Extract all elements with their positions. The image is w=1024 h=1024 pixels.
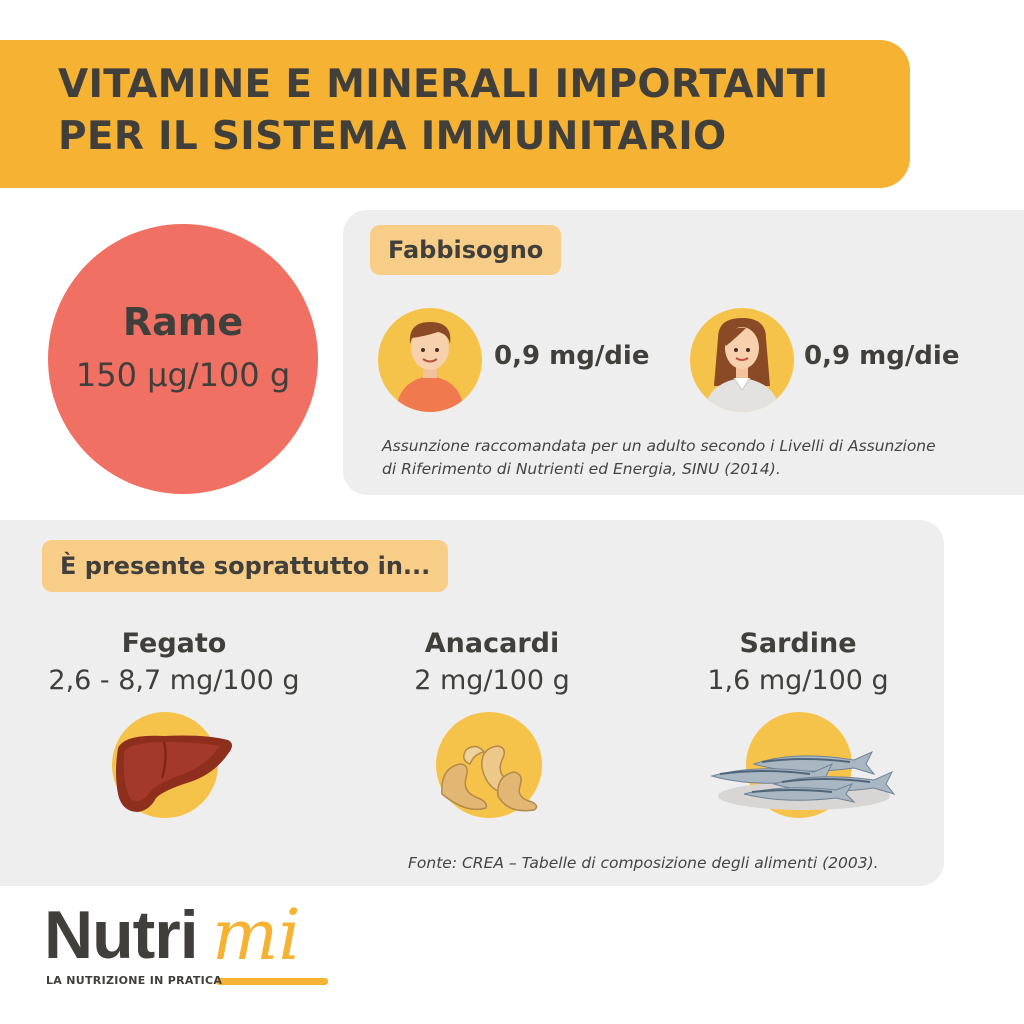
food-value: 2,6 - 8,7 mg/100 g: [48, 665, 300, 696]
sources-heading: È presente soprattutto in...: [42, 540, 449, 592]
logo-tagline: LA NUTRIZIONE IN PRATICA: [46, 974, 223, 987]
food-value: 2 mg/100 g: [414, 665, 570, 696]
liver-icon: [116, 735, 232, 812]
man-avatar-icon: [378, 308, 482, 412]
food-item: Sardine 1,6 mg/100 g: [648, 628, 948, 696]
food-item: Anacardi 2 mg/100 g: [342, 628, 642, 696]
page-title-line-2: PER IL SISTEMA IMMUNITARIO: [58, 114, 727, 159]
sardine-icon: [710, 750, 896, 810]
food-name: Sardine: [739, 628, 857, 659]
logo-brand: Nutri: [44, 897, 199, 973]
source-note: Fonte: CREA – Tabelle di composizione de…: [408, 854, 879, 872]
title-banner: [0, 40, 910, 188]
logo-underline: [216, 978, 328, 985]
woman-requirement-value: 0,9 mg/die: [804, 341, 960, 371]
logo-brand-accent: mi: [212, 894, 301, 976]
food-name: Fegato: [121, 628, 227, 659]
food-name: Anacardi: [424, 628, 560, 659]
food-item: Fegato 2,6 - 8,7 mg/100 g: [24, 628, 324, 696]
page-title-line-1: VITAMINE E MINERALI IMPORTANTI: [58, 62, 829, 107]
man-requirement-value: 0,9 mg/die: [494, 341, 650, 371]
requirement-heading: Fabbisogno: [370, 225, 562, 275]
woman-avatar-icon: [690, 308, 794, 412]
food-value: 1,6 mg/100 g: [707, 665, 889, 696]
nutrient-name: Rame: [122, 300, 244, 344]
nutrient-circle: Rame 150 µg/100 g: [48, 224, 318, 494]
requirement-note: Assunzione raccomandata per un adulto se…: [382, 437, 936, 478]
nutrient-value: 150 µg/100 g: [75, 356, 291, 394]
cashew-icon: [441, 745, 538, 812]
